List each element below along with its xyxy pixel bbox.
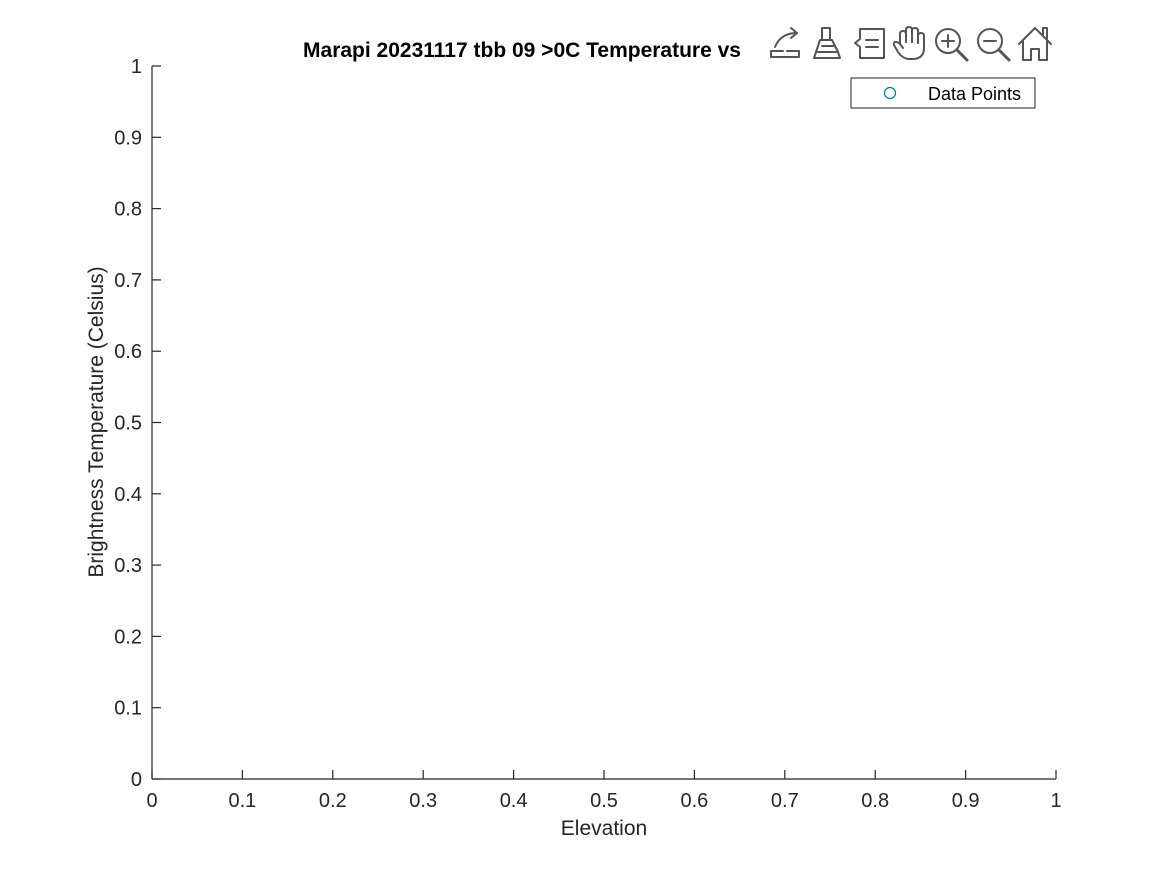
zoom-in-icon[interactable]	[933, 26, 969, 62]
datatip-icon[interactable]	[852, 26, 886, 60]
x-tick-label: 0.6	[680, 790, 708, 812]
x-tick-label: 0.3	[409, 790, 437, 812]
x-tick-label: 1	[1050, 790, 1061, 812]
export-icon[interactable]	[768, 26, 802, 60]
brush-icon[interactable]	[810, 26, 844, 60]
y-tick-label: 0.2	[114, 626, 142, 648]
y-ticks: 0 0.1 0.2 0.3 0.4 0.5 0.6 0.7 0.8 0.9 1	[114, 56, 161, 791]
legend[interactable]: Data Points	[850, 77, 1036, 109]
legend-marker-circle	[883, 86, 897, 100]
x-tick-label: 0.7	[771, 790, 799, 812]
y-tick-label: 0.6	[114, 341, 142, 363]
x-tick-label: 0.8	[861, 790, 889, 812]
x-axis-label: Elevation	[561, 817, 647, 840]
pan-icon[interactable]	[892, 26, 927, 60]
y-tick-label: 0.5	[114, 413, 142, 435]
legend-box[interactable]	[850, 77, 1036, 109]
x-ticks: 0 0.1 0.2 0.3 0.4 0.5 0.6 0.7 0.8 0.9 1	[146, 770, 1062, 812]
x-tick-label: 0.9	[952, 790, 980, 812]
x-tick-label: 0.4	[500, 790, 528, 812]
plot-axes[interactable]: 0 0.1 0.2 0.3 0.4 0.5 0.6 0.7 0.8 0.9 1 0 0.1 0.2 0.3…	[114, 56, 1061, 812]
y-tick-label: 0	[131, 769, 142, 791]
x-tick-label: 0	[146, 790, 157, 812]
axes-toolbar	[768, 24, 1053, 62]
y-tick-label: 0.8	[114, 199, 142, 221]
zoom-out-icon[interactable]	[975, 26, 1011, 62]
x-tick-label: 0.5	[590, 790, 618, 812]
y-tick-label: 0.9	[114, 127, 142, 149]
y-tick-label: 0.1	[114, 698, 142, 720]
y-tick-label: 0.7	[114, 270, 142, 292]
plot-area[interactable]	[152, 66, 1056, 779]
chart-title: Marapi 20231117 tbb 09 >0C Temperature v…	[303, 39, 741, 62]
y-tick-label: 1	[131, 56, 142, 78]
x-tick-label: 0.2	[319, 790, 347, 812]
legend-entry-label: Data Points	[928, 84, 1021, 104]
y-tick-label: 0.3	[114, 555, 142, 577]
home-icon[interactable]	[1017, 24, 1053, 62]
y-axis-label: Brightness Temperature (Celsius)	[85, 266, 108, 577]
x-tick-label: 0.1	[228, 790, 256, 812]
y-tick-label: 0.4	[114, 484, 142, 506]
